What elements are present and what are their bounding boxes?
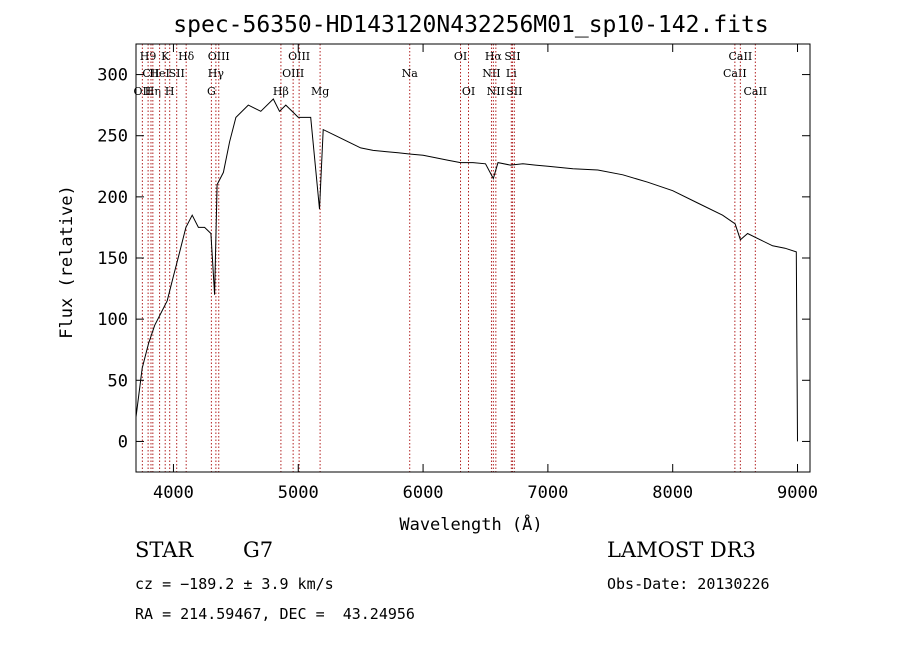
line-label-19: NII [482,67,500,80]
emission-line-markers: OII H9 CII Hη HeI K H SII Hδ G Hγ OIII Hβ OIII OIII Mg N… [134,44,767,472]
line-label-20: Hα [485,50,503,63]
line-label-7: SII [169,67,185,80]
y-tick-label-0: 0 [118,432,128,452]
x-tick-label-5: 9000 [777,483,818,503]
line-label-10: Hγ [208,67,225,80]
line-label-5: K [161,50,170,63]
plot-frame [135,43,811,473]
line-label-11: OIII [208,50,230,63]
line-label-24: SII [506,85,522,98]
line-label-15: Mg [311,85,329,98]
line-label-17: OI [454,50,467,63]
line-label-13: OIII [282,67,304,80]
object-subclass: G7 [243,538,274,562]
survey-name: LAMOST DR3 [607,538,756,562]
line-label-16: Na [402,67,419,80]
line-label-6: H [165,85,175,98]
x-tick-label-1: 5000 [278,483,319,503]
line-label-9: G [207,85,216,98]
redshift-readout: cz = −189.2 ± 3.9 km/s [135,575,334,593]
line-label-25: CaII [723,67,747,80]
line-label-22: Li [506,67,517,80]
y-tick-label-6: 300 [97,66,128,86]
coordinates-readout: RA = 214.59467, DEC = 43.24956 [135,605,415,623]
line-label-21: NII [487,85,505,98]
y-tick-label-2: 100 [97,310,128,330]
line-label-12: Hβ [273,85,289,98]
spectrum-line-0 [135,98,798,442]
line-label-14: OIII [288,50,310,63]
spectrum-series [135,98,798,442]
x-tick-label-3: 7000 [527,483,568,503]
line-label-0: OII [134,85,152,98]
y-tick-label-4: 200 [97,188,128,208]
x-tick-label-0: 4000 [153,483,194,503]
line-label-27: CaII [743,85,767,98]
line-label-2: CII [142,67,159,80]
line-label-3: Hη [145,85,161,98]
x-axis-label: Wavelength (Å) [399,513,542,535]
line-label-26: CaII [729,50,753,63]
y-tick-label-5: 250 [97,127,128,147]
line-label-4: HeI [149,67,169,80]
axis-ticks: 4000 5000 6000 7000 8000 9000 0 50 100 150 200 250 3… [97,44,818,503]
chart-title: spec-56350-HD143120N432256M01_sp10-142.f… [173,12,768,38]
x-tick-label-2: 6000 [403,483,444,503]
y-tick-label-3: 150 [97,249,128,269]
observation-date: Obs-Date: 20130226 [607,575,770,593]
line-label-18: OI [462,85,475,98]
line-label-1: H9 [140,50,157,63]
y-tick-label-1: 50 [108,371,128,391]
x-tick-label-4: 8000 [652,483,693,503]
line-label-8: Hδ [178,50,195,63]
line-label-23: SII [504,50,520,63]
object-class: STAR [135,538,194,562]
y-axis-label: Flux (relative) [57,185,77,339]
